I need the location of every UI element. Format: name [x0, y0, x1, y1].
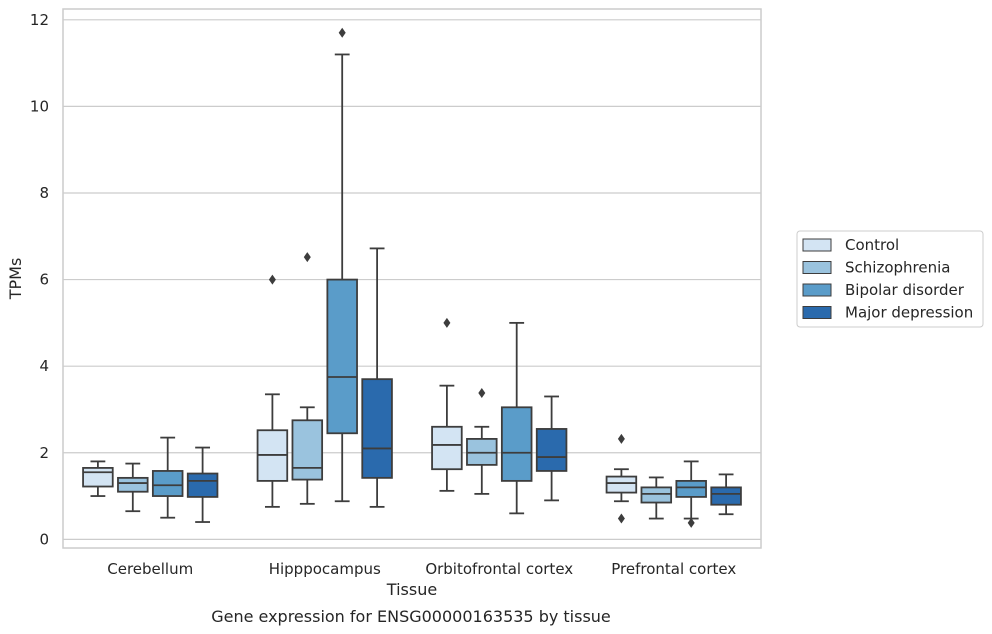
box-cerebellum-bipolar-disorder — [151, 436, 184, 519]
figure-caption: Gene expression for ENSG00000163535 by t… — [211, 607, 611, 626]
y-tick-label: 10 — [30, 97, 49, 115]
y-tick-label: 0 — [39, 530, 49, 548]
box-orbitofrontal-cortex-control — [431, 317, 463, 492]
legend-label: Bipolar disorder — [845, 281, 965, 299]
box-iqr — [326, 278, 358, 435]
box-hipppocampus-bipolar-disorder — [326, 27, 358, 503]
box-prefrontal-cortex-major-depression — [710, 473, 742, 516]
legend-label: Schizophrenia — [845, 259, 950, 277]
x-axis-label: Tissue — [386, 580, 437, 599]
box-iqr — [117, 476, 149, 493]
x-tick-labels: Cerebellum Hipppocampus Orbitofrontal cort… — [107, 560, 736, 578]
legend-swatch — [802, 283, 832, 297]
series-group — [117, 252, 673, 520]
outlier-marker — [338, 27, 346, 38]
box-prefrontal-cortex-control — [605, 433, 638, 524]
outlier-marker — [478, 388, 486, 399]
y-tick-label: 4 — [39, 357, 49, 375]
box-prefrontal-cortex-bipolar-disorder — [675, 460, 707, 528]
box-iqr — [431, 425, 463, 471]
y-axis-label: TPMs — [6, 258, 25, 301]
x-tick-label: Hipppocampus — [269, 560, 381, 578]
box-hipppocampus-schizophrenia — [291, 252, 324, 505]
box-cerebellum-major-depression — [186, 446, 219, 523]
outlier-marker — [268, 274, 276, 285]
outlier-marker — [687, 517, 695, 528]
box-hipppocampus-major-depression — [361, 247, 393, 508]
box-iqr — [361, 378, 393, 479]
y-tick-labels: 0 2 4 6 8 10 12 — [30, 11, 49, 549]
legend-swatch — [802, 306, 832, 319]
series-group — [186, 247, 742, 523]
box-iqr — [710, 486, 742, 506]
box-iqr — [82, 467, 114, 488]
legend-label: Control — [845, 236, 899, 254]
box-iqr — [500, 406, 533, 482]
x-tick-label: Orbitofrontal cortex — [425, 560, 573, 578]
box-hipppocampus-control — [256, 274, 289, 508]
box-orbitofrontal-cortex-schizophrenia — [466, 388, 498, 495]
box-iqr — [186, 472, 219, 498]
outlier-marker — [443, 317, 451, 328]
box-series — [82, 27, 742, 528]
box-iqr — [675, 479, 707, 498]
box-iqr — [535, 428, 568, 472]
y-tick-label: 8 — [39, 184, 49, 202]
y-tick-label: 12 — [30, 11, 49, 29]
box-iqr — [605, 475, 638, 494]
y-tick-label: 6 — [39, 271, 49, 289]
series-group — [151, 27, 707, 528]
y-tick-label: 2 — [39, 444, 49, 462]
box-iqr — [291, 419, 324, 481]
grid-lines — [63, 19, 761, 540]
box-iqr — [640, 486, 673, 504]
x-tick-label: Cerebellum — [107, 560, 193, 578]
series-group — [82, 274, 638, 524]
plot-frame — [62, 8, 762, 549]
legend-frame — [796, 230, 984, 328]
outlier-marker — [303, 252, 311, 263]
legend-label: Major depression — [845, 304, 973, 322]
legend-swatch — [802, 261, 832, 274]
x-tick-label: Prefrontal cortex — [611, 560, 736, 578]
legend-swatch — [802, 238, 832, 252]
outlier-marker — [617, 513, 625, 524]
box-orbitofrontal-cortex-major-depression — [535, 395, 568, 502]
box-prefrontal-cortex-schizophrenia — [640, 476, 673, 520]
box-cerebellum-control — [82, 460, 114, 497]
box-orbitofrontal-cortex-bipolar-disorder — [500, 321, 533, 515]
box-iqr — [151, 470, 184, 497]
outlier-marker — [617, 433, 625, 444]
legend: Control Schizophrenia Bipolar disorder Majo… — [796, 230, 984, 328]
box-cerebellum-schizophrenia — [117, 462, 149, 513]
